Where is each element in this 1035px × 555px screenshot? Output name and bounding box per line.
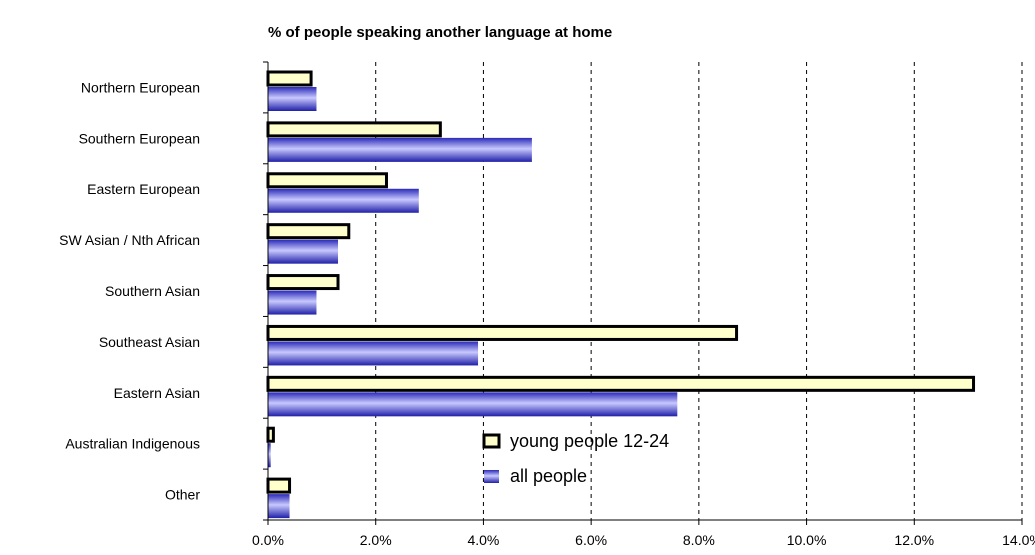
bar-young-people	[266, 477, 292, 494]
x-tick-label: 10.0%	[787, 532, 827, 548]
category-label: Eastern Asian	[114, 385, 200, 401]
category-label: Southeast Asian	[99, 334, 200, 350]
bar-all-people	[268, 87, 317, 111]
x-tick-label: 8.0%	[683, 532, 715, 548]
bar-all-people	[268, 188, 419, 213]
bar-young-people	[266, 172, 388, 189]
bar-young-people	[266, 375, 976, 392]
x-tick-label: 4.0%	[467, 532, 499, 548]
chart-title: % of people speaking another language at…	[268, 24, 612, 41]
bar-young-people	[266, 274, 340, 291]
category-label: Australian Indigenous	[65, 436, 200, 452]
bar-young-people	[266, 121, 442, 138]
category-label: Southern Asian	[105, 283, 200, 299]
bar-all-people	[268, 341, 479, 366]
bar-all-people	[268, 239, 339, 264]
x-tick-label: 14.0%	[1002, 532, 1035, 548]
bar-young-people	[266, 223, 351, 240]
bar-all-people	[268, 137, 532, 162]
bars	[266, 70, 976, 519]
category-label: SW Asian / Nth African	[59, 232, 200, 248]
bar-young-people	[266, 70, 313, 87]
legend-swatch-all-people	[484, 470, 499, 483]
x-tick-label: 6.0%	[575, 532, 607, 548]
legend: young people 12-24 all people	[482, 431, 669, 486]
x-tick-labels: 0.0% 2.0% 4.0% 6.0% 8.0% 10.0% 12.0% 14.0%	[252, 532, 1035, 548]
x-tick-label: 2.0%	[360, 532, 392, 548]
bar-young-people	[266, 426, 275, 443]
axes	[263, 61, 1023, 525]
bar-all-people	[268, 443, 271, 468]
legend-label-all-people: all people	[510, 466, 587, 486]
category-label: Southern European	[79, 130, 200, 146]
x-tick-label: 0.0%	[252, 532, 284, 548]
category-labels: Northern European Southern European Easter…	[59, 79, 200, 502]
bar-young-people	[266, 324, 739, 341]
category-label: Eastern European	[87, 181, 200, 197]
category-label: Other	[165, 487, 200, 503]
bar-all-people	[268, 494, 290, 519]
x-tick-label: 12.0%	[894, 532, 934, 548]
legend-swatch-young-people	[482, 433, 501, 449]
grid-lines	[375, 62, 1023, 520]
legend-label-young-people: young people 12-24	[510, 431, 669, 451]
category-label: Northern European	[81, 79, 200, 95]
bar-all-people	[268, 290, 317, 315]
bar-all-people	[268, 392, 678, 417]
